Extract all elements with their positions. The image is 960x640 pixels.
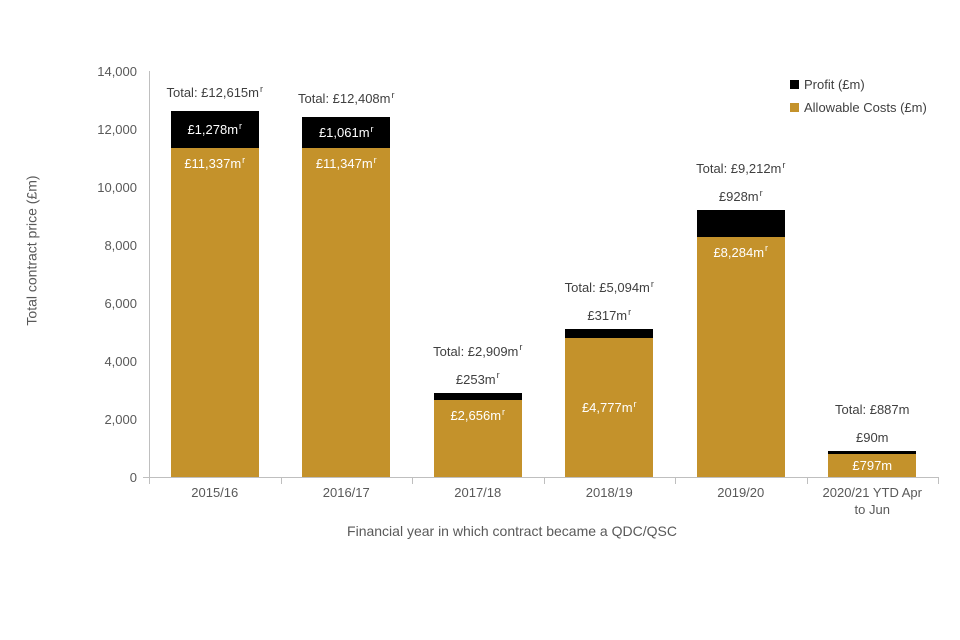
y-tick-label: 2,000 (104, 411, 137, 427)
bar-cost-label: £11,337mr (184, 154, 246, 172)
legend-label-profit: Profit (£m) (804, 76, 865, 92)
y-tick-label: 12,000 (97, 121, 137, 137)
legend: Profit (£m) Allowable Costs (£m) (790, 74, 927, 120)
x-tick-label: 2019/20 (717, 485, 765, 500)
y-tick-label: 4,000 (104, 353, 137, 369)
bar-segment-profit (696, 209, 785, 237)
x-axis-tick (149, 478, 150, 484)
y-tick-label: 8,000 (104, 237, 137, 253)
x-axis-tick (675, 478, 676, 484)
y-tick-label: 6,000 (104, 295, 137, 311)
bar-profit-label: £317mr (587, 306, 632, 324)
bar-cost-label: £2,656mr (450, 406, 506, 423)
bar-cost-label: £11,347mr (315, 154, 377, 171)
bar-profit-label: £1,278mr (187, 120, 243, 138)
y-axis-tick (143, 477, 149, 478)
plot-area (149, 71, 939, 478)
bar-cost-label: £797m (852, 457, 893, 473)
bar-segment-allowable-costs (828, 453, 917, 477)
legend-item-allowable-costs: Allowable Costs (£m) (790, 97, 927, 117)
legend-item-profit: Profit (£m) (790, 74, 927, 94)
x-tick-label: 2018/19 (585, 485, 633, 500)
bar-segment-allowable-costs (170, 148, 259, 477)
bar-segment-allowable-costs (696, 236, 785, 477)
x-axis-tick (806, 478, 808, 484)
bar-segment-profit (302, 117, 391, 148)
bar-total-label: Total: £12,615mr (166, 83, 263, 101)
bar-cost-label: £4,777mr (581, 398, 637, 416)
x-axis-title: Financial year in which contract became … (347, 523, 677, 539)
legend-label-allowable-costs: Allowable Costs (£m) (804, 99, 927, 115)
profit-swatch-icon (790, 79, 799, 89)
bar-profit-label: £253mr (455, 370, 500, 387)
allowable-costs-swatch-icon (790, 102, 799, 112)
y-tick-label: 10,000 (97, 179, 137, 195)
bar-segment-profit (565, 329, 654, 339)
x-axis-tick (543, 478, 545, 484)
x-axis-tick (938, 478, 939, 484)
bar-total-label: Total: £2,909mr (433, 342, 523, 359)
bar-total-label: Total: £9,212mr (696, 159, 786, 176)
y-tick-label: 0 (129, 469, 137, 485)
bar-segment-allowable-costs (302, 147, 391, 477)
bar-segment-profit (828, 451, 917, 454)
bar-total-label: Total: £12,408mr (297, 89, 395, 107)
x-tick-label: 2016/17 (322, 485, 370, 500)
bar-total-label: Total: £887m (835, 402, 910, 418)
y-tick-label: 14,000 (97, 63, 137, 79)
bar-total-label: Total: £5,094mr (564, 278, 654, 296)
x-axis-tick (280, 478, 282, 484)
bar-segment-allowable-costs (565, 338, 654, 477)
bar-segment-profit (433, 392, 522, 400)
y-axis-title: Total contract price (£m) (23, 175, 40, 326)
x-tick-label: 2015/16 (191, 485, 239, 500)
x-tick-label: 2020/21 YTD Apr to Jun (822, 485, 923, 517)
bar-profit-label: £928mr (718, 187, 763, 204)
x-tick-label: 2017/18 (454, 485, 502, 500)
bar-segment-profit (170, 111, 259, 149)
bar-profit-label: £90m (855, 430, 889, 446)
bar-profit-label: £1,061mr (318, 123, 374, 141)
bar-cost-label: £8,284mr (713, 243, 769, 260)
x-axis-tick (412, 478, 413, 484)
bar-segment-allowable-costs (433, 399, 522, 477)
